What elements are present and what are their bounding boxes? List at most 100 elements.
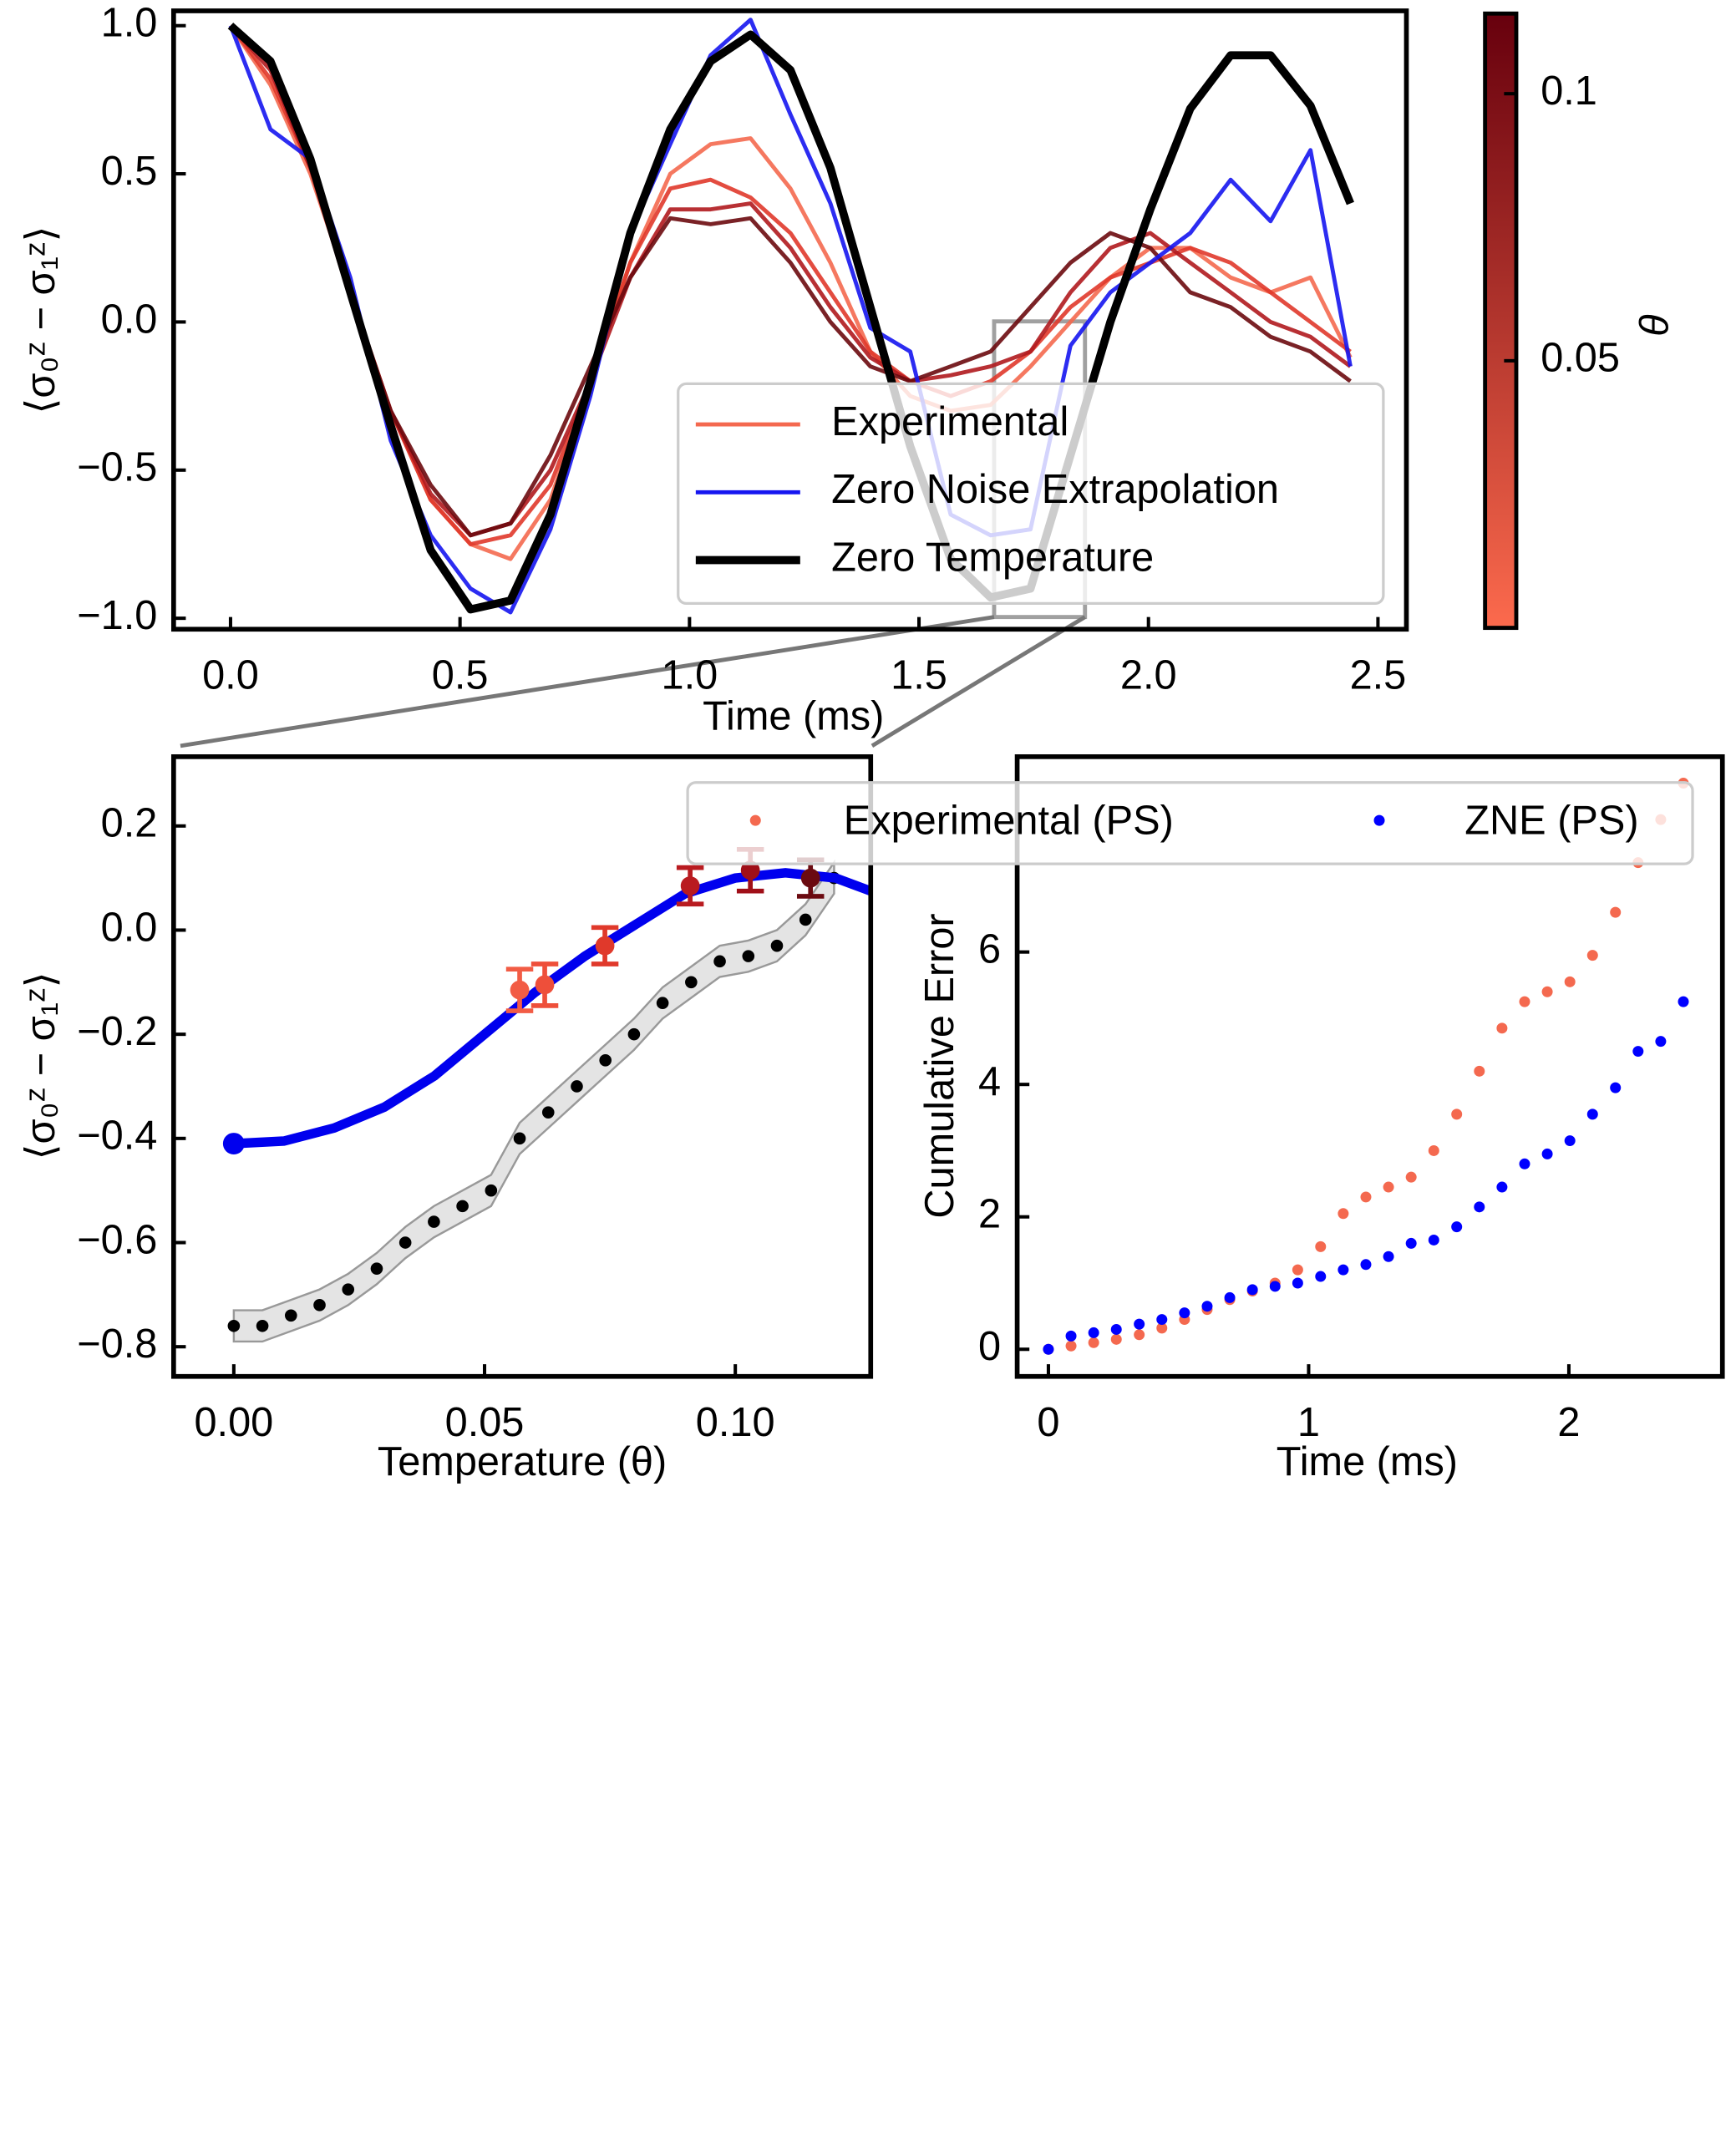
legend-marker <box>749 814 761 826</box>
scatter-point <box>1655 1036 1667 1048</box>
y-axis-label: ⟨σ₀ᶻ − σ₁ᶻ⟩ <box>18 226 63 414</box>
scatter-point <box>1474 1065 1485 1077</box>
scatter-point <box>1088 1327 1099 1338</box>
zero-temperature-band <box>232 859 835 1343</box>
colorbar-label: θ <box>1632 314 1678 336</box>
y-tick-label: 0 <box>978 1324 1001 1369</box>
plot-area <box>222 846 871 1343</box>
zero-temperature-point <box>513 1132 526 1145</box>
y-tick-label: 6 <box>978 927 1001 972</box>
scatter-point <box>1496 1181 1508 1193</box>
x-axis-label: Temperature (θ) <box>378 1439 667 1484</box>
scatter-point <box>1246 1284 1258 1296</box>
y-axis-label: Cumulative Error <box>917 913 962 1218</box>
x-tick-label: 0.00 <box>194 1400 273 1445</box>
series-line <box>229 23 1352 538</box>
scatter-point <box>1360 1191 1372 1203</box>
colorbar-tick-label: 0.1 <box>1541 68 1597 114</box>
x-tick-label: 0.5 <box>432 653 489 698</box>
scatter-point <box>1156 1314 1168 1326</box>
zero-temperature-point <box>770 939 784 952</box>
scatter-point <box>1383 1251 1394 1262</box>
legend-box <box>677 382 1385 606</box>
experimental-point <box>595 936 615 956</box>
x-tick-label: 0.10 <box>696 1400 775 1445</box>
scatter-point <box>1338 1208 1349 1220</box>
zero-temperature-point <box>342 1283 355 1296</box>
experimental-point <box>800 868 820 888</box>
zoom-connector <box>871 615 1087 748</box>
scatter-point <box>1269 1281 1281 1292</box>
zne-point <box>222 1133 245 1155</box>
axes-frame <box>1014 754 1725 1379</box>
scatter-point <box>1405 1171 1417 1183</box>
experimental-point <box>535 975 555 995</box>
scatter-point <box>1610 1082 1622 1093</box>
x-tick-label: 1.0 <box>661 653 718 698</box>
x-tick-label: 2 <box>1557 1400 1580 1445</box>
zero-temperature-point <box>428 1215 440 1228</box>
axes-frame <box>170 754 874 1379</box>
zero-temperature-point <box>685 976 698 989</box>
zero-temperature-point <box>713 955 726 968</box>
scatter-point <box>1632 1046 1644 1058</box>
scatter-point <box>1496 1022 1508 1034</box>
axes: 0 1 2 0 2 4 6 Time (ms) Cumulative Error <box>917 913 1580 1484</box>
scatter-point <box>1179 1307 1190 1319</box>
plot-area <box>227 18 1354 615</box>
zero-temperature-point <box>398 1236 412 1249</box>
series-line <box>229 24 1352 538</box>
zne-fit-line <box>233 868 871 1149</box>
zero-temperature-point <box>599 1054 612 1067</box>
scatter-point <box>1201 1301 1213 1312</box>
scatter-point <box>1474 1201 1485 1213</box>
zero-temperature-point <box>799 913 812 926</box>
scatter-point <box>1405 1237 1417 1249</box>
y-tick-label: −0.8 <box>77 1322 157 1367</box>
legend-label: Zero Noise Extrapolation <box>831 467 1279 512</box>
y-tick-label: −0.6 <box>77 1217 157 1262</box>
legend-box <box>686 781 1694 865</box>
x-tick-label: 1.5 <box>891 653 947 698</box>
legend-marker <box>1373 814 1385 826</box>
zero-temperature-point <box>456 1200 469 1213</box>
zero-temperature-point <box>284 1309 297 1322</box>
zero-temperature-point <box>742 950 755 962</box>
experimental-point <box>680 876 700 895</box>
zero-temperature-point <box>571 1080 583 1093</box>
axes-frame <box>170 8 1409 632</box>
scatter-point <box>1315 1240 1327 1252</box>
legend-label: Experimental (PS) <box>844 798 1174 843</box>
series-line <box>227 23 1354 614</box>
scatter-point <box>1564 976 1576 987</box>
scatter-point <box>1586 950 1598 961</box>
zoom-connector <box>180 615 995 748</box>
axes: 0.0 0.5 1.0 1.5 2.0 2.5 1.0 0.5 0.0 −0.5 −1.0 Time … <box>18 1 1406 739</box>
legend-label: ZNE (PS) <box>1464 798 1638 843</box>
y-tick-label: −0.5 <box>77 445 157 490</box>
scatter-point <box>1541 986 1553 997</box>
legend-label: Zero Temperature <box>831 535 1154 580</box>
legend: Experimental Zero Noise Extrapolation Zero… <box>677 382 1385 606</box>
axes: 0.00 0.05 0.10 0.2 0.0 −0.2 −0.4 −0.6 −0.8 Temper… <box>18 801 775 1484</box>
x-tick-label: 0 <box>1037 1400 1059 1445</box>
scatter-point <box>1224 1291 1236 1303</box>
scatter-point <box>1088 1337 1099 1348</box>
y-tick-label: 2 <box>978 1192 1001 1237</box>
scatter-point <box>1541 1148 1553 1159</box>
scatter-point <box>1156 1322 1168 1334</box>
y-tick-label: −1.0 <box>77 593 157 638</box>
legend: Experimental (PS) ZNE (PS) <box>686 781 1694 865</box>
y-tick-label: 0.0 <box>101 905 158 950</box>
scatter-point <box>1610 906 1622 918</box>
scatter-point <box>1065 1340 1077 1352</box>
scatter-point <box>1043 1343 1054 1355</box>
scatter-point <box>1451 1221 1463 1233</box>
scatter-point <box>1451 1109 1463 1120</box>
x-axis-label: Time (ms) <box>1277 1439 1458 1484</box>
colorbar <box>1483 11 1519 631</box>
x-tick-label: 0.05 <box>445 1400 525 1445</box>
scatter-point <box>1338 1264 1349 1276</box>
